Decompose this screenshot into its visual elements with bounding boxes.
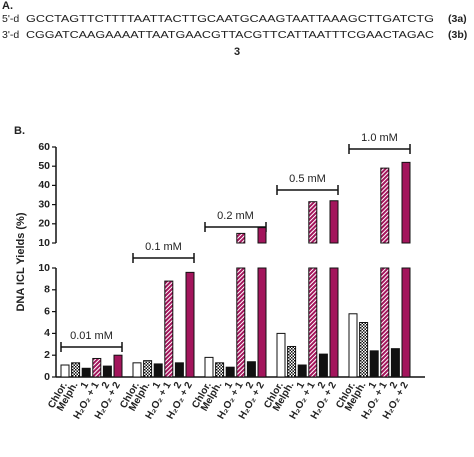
bar	[185, 271, 195, 378]
bar-upper	[236, 232, 246, 244]
y-tick-label: 20	[38, 218, 50, 230]
concentration-label: 0.5 mM	[289, 173, 326, 185]
concentration-label: 0.1 mM	[145, 241, 182, 253]
bar	[390, 348, 400, 378]
bar	[113, 354, 123, 378]
bar-upper	[257, 227, 267, 244]
concentration-label: 0.2 mM	[217, 210, 254, 222]
strand-sequence: GCCTAGTTCTTTTAATTACTTGCAATGCAAGTAATTAAAG…	[26, 13, 434, 25]
panel-label: B.	[14, 125, 25, 137]
y-tick-label: 40	[38, 179, 50, 191]
bar-upper	[380, 167, 390, 244]
y-tick-label: 60	[38, 141, 50, 153]
bar	[164, 280, 174, 378]
bar	[297, 364, 307, 378]
bar	[132, 362, 142, 378]
bar-upper	[401, 161, 411, 244]
bar	[308, 267, 318, 378]
bar	[359, 322, 369, 378]
bar	[204, 356, 214, 378]
bar	[257, 267, 267, 378]
bar	[369, 350, 379, 378]
bar-upper	[308, 201, 318, 244]
y-tick-label: 0	[44, 371, 50, 383]
bar	[143, 360, 153, 378]
bar	[215, 362, 225, 378]
x-tick-label: 2	[172, 380, 185, 391]
x-tick-label: 1	[151, 380, 164, 391]
y-tick-label: 4	[44, 327, 50, 339]
bar	[60, 364, 70, 378]
bar	[71, 362, 81, 378]
strand-sequence: CGGATCAAGAAAATTAATGAACGTTACGTTCATTAATTTC…	[26, 29, 434, 41]
bar	[329, 267, 339, 378]
strand-prefix: 5'-d	[2, 13, 19, 25]
concentration-label: 0.01 mM	[70, 330, 113, 342]
bar	[318, 353, 328, 378]
x-tick-label: 2	[316, 380, 329, 391]
bar-upper	[329, 200, 339, 244]
bar	[92, 357, 102, 378]
x-tick-label: 2	[100, 380, 113, 391]
strand-prefix: 3'-d	[2, 29, 19, 41]
x-tick-label: 1	[367, 380, 380, 391]
x-tick-label: 1	[295, 380, 308, 391]
y-tick-label: 10	[38, 262, 50, 274]
bar	[401, 267, 411, 378]
bar	[102, 365, 112, 378]
bar	[276, 332, 286, 378]
bar	[380, 267, 390, 378]
y-tick-label: 50	[38, 160, 50, 172]
y-tick-label: 30	[38, 198, 50, 210]
x-tick-label: 2	[388, 380, 401, 391]
strand-name: (3b)	[448, 29, 467, 41]
y-tick-label: 8	[44, 284, 50, 296]
strand-name: (3a)	[448, 13, 467, 25]
y-tick-label: 2	[44, 349, 50, 361]
bar	[81, 367, 91, 378]
bar	[225, 366, 235, 378]
x-tick-label: 2	[244, 380, 257, 391]
y-tick-label: 6	[44, 305, 50, 317]
bar	[287, 345, 297, 378]
x-tick-label: 1	[79, 380, 92, 391]
bar	[236, 267, 246, 378]
bar	[348, 313, 358, 378]
y-axis-label: DNA ICL Yields (%)	[15, 212, 27, 311]
bar	[153, 363, 163, 378]
panel-label: A.	[2, 0, 13, 12]
bar	[174, 362, 184, 378]
bar	[246, 361, 256, 378]
concentration-label: 1.0 mM	[361, 132, 398, 144]
duplex-label: 3	[234, 46, 240, 58]
x-tick-label: 1	[223, 380, 236, 391]
y-tick-label: 10	[38, 237, 50, 249]
